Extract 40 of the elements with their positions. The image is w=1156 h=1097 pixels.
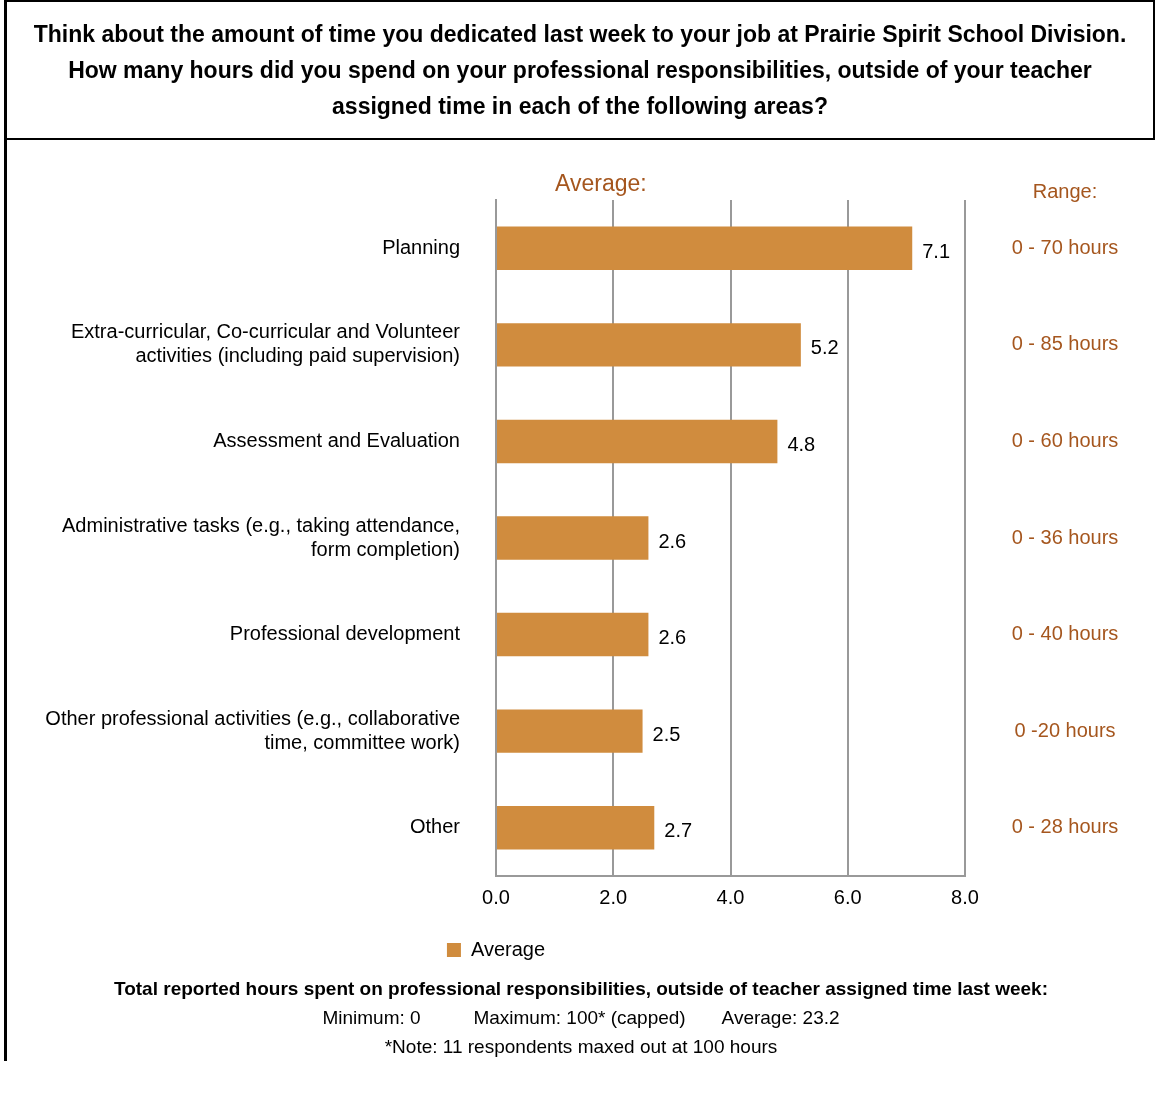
data-label: 2.5: [652, 722, 681, 745]
x-tick-label: 4.0: [716, 885, 745, 908]
text: 0 - 60 hours: [1011, 428, 1119, 451]
legend-label: Average: [470, 937, 546, 960]
x-tick-label: 6.0: [833, 885, 862, 908]
text: 0 -20 hours: [1014, 718, 1116, 741]
data-label: 4.8: [787, 432, 816, 455]
y-tick-label: Professional development: [229, 622, 461, 645]
y-tick-label: Extra-curricular, Co-curricular and Volunteer activities (including paid supervision): [70, 320, 461, 367]
text: Total reported hours spent on professional responsibilities, outside of teacher assigned time last week:: [113, 977, 1049, 1001]
chart-subtitle: Average:: [555, 170, 647, 197]
y-tick-label: Other professional activities (e.g., collaborative time, committee work): [45, 706, 460, 753]
text: 0 - 36 hours: [1011, 525, 1119, 548]
chart-title: Think about the amount of time you dedicated last week to your job at Prairie Spirit School Division. How many hours did you spend on your professional responsibilities, outside of your teacher assigned time in each of the following areas?: [7, 0, 1155, 140]
y-tick-label: Other: [409, 815, 461, 838]
bar: [497, 612, 649, 657]
data-label: 7.1: [922, 239, 951, 262]
y-tick-label: Planning: [382, 235, 460, 258]
text: 0 - 28 hours: [1011, 815, 1119, 838]
bar: [497, 516, 649, 560]
bar: [497, 226, 913, 271]
bar: [497, 323, 801, 367]
data-label: 2.6: [658, 626, 687, 649]
bar: [497, 805, 655, 850]
text: 0 - 85 hours: [1011, 332, 1119, 355]
x-tick-label: 2.0: [599, 885, 628, 908]
data-label: 2.7: [664, 819, 693, 842]
x-tick-label: 0.0: [482, 885, 510, 908]
x-tick-label: 8.0: [951, 885, 979, 908]
text: *Note: 11 respondents maxed out at 100 hours: [383, 1035, 779, 1059]
data-label: 5.2: [810, 336, 839, 359]
text: 0 - 40 hours: [1011, 622, 1119, 645]
text: Range:: [1032, 179, 1098, 202]
y-tick-label: Administrative tasks (e.g., taking attendance, form completion): [62, 513, 460, 560]
data-label: 2.6: [658, 529, 687, 552]
text: 0 - 70 hours: [1011, 235, 1119, 258]
bar: [497, 709, 643, 753]
text: Minimum: 0 Maximum: 100* (capped) Average: 23.2: [321, 1006, 841, 1030]
bar: [497, 419, 778, 464]
y-tick-label: Assessment and Evaluation: [213, 428, 460, 451]
